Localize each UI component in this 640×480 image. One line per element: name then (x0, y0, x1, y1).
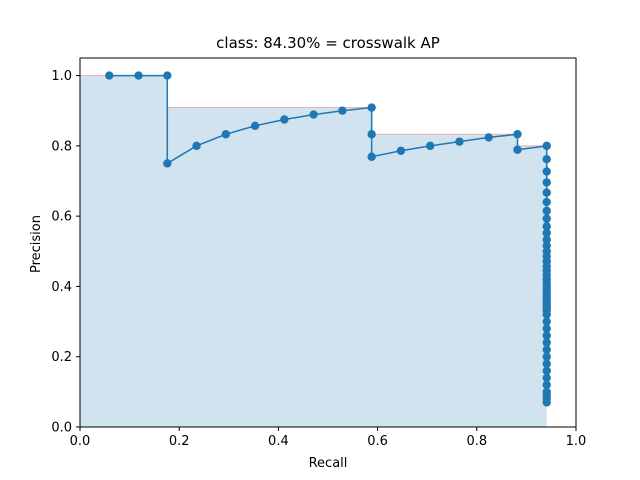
ap-area-fill (80, 75, 547, 428)
x-tick-label: 0.8 (466, 434, 487, 449)
y-tick-label: 0.4 (51, 280, 72, 295)
data-point (134, 71, 143, 80)
data-point (542, 338, 551, 347)
x-tick-label: 1.0 (566, 434, 587, 449)
x-axis-label: Recall (309, 456, 348, 471)
y-tick-label: 0.2 (51, 350, 72, 365)
data-point (542, 235, 551, 244)
data-point (542, 398, 551, 407)
data-point (542, 167, 551, 176)
data-point (396, 146, 406, 155)
data-point (542, 345, 551, 354)
data-point (542, 352, 551, 361)
data-point (163, 71, 172, 80)
y-tick-label: 0.0 (51, 421, 72, 436)
y-tick-label: 0.6 (51, 210, 72, 225)
y-tick-label: 0.8 (51, 139, 72, 154)
plot-frame (79, 57, 577, 428)
data-point (542, 206, 551, 216)
data-point (484, 133, 493, 142)
data-point (542, 188, 551, 197)
data-point (513, 145, 522, 154)
data-point (542, 373, 551, 382)
chart-title: class: 84.30% = crosswalk AP (216, 34, 440, 52)
x-tick-label: 0.0 (70, 434, 91, 449)
data-point (250, 121, 260, 131)
data-point (542, 380, 551, 390)
data-point (425, 141, 435, 151)
data-point (221, 130, 231, 139)
x-tick-label: 0.2 (169, 434, 190, 449)
data-point (542, 155, 551, 164)
data-point (367, 130, 376, 139)
data-point (163, 159, 172, 168)
y-axis-label: Precision (29, 215, 44, 273)
data-point (105, 71, 114, 80)
data-point (542, 178, 551, 187)
data-point (455, 137, 464, 146)
data-point (367, 152, 376, 161)
data-point (192, 141, 201, 151)
data-point (542, 222, 551, 231)
data-point (309, 110, 318, 119)
data-point (542, 317, 551, 326)
data-point (280, 115, 289, 124)
y-tick-label: 1.0 (51, 69, 72, 84)
x-tick-label: 0.6 (367, 434, 388, 449)
data-point (542, 359, 551, 368)
data-point (367, 103, 376, 112)
data-point (542, 366, 551, 375)
data-point (542, 228, 551, 238)
data-point (542, 214, 551, 223)
data-point (542, 324, 551, 333)
data-point (542, 197, 551, 207)
data-point (338, 106, 347, 115)
data-point (542, 310, 551, 319)
plot-area: 0.0 0.2 0.4 0.6 0.8 1.0 0.0 0.2 0.4 0.6 0.8 1.0 (51, 57, 587, 449)
data-point (513, 130, 522, 139)
x-tick-label: 0.4 (268, 434, 289, 449)
data-point (542, 141, 551, 151)
data-point (542, 331, 551, 340)
